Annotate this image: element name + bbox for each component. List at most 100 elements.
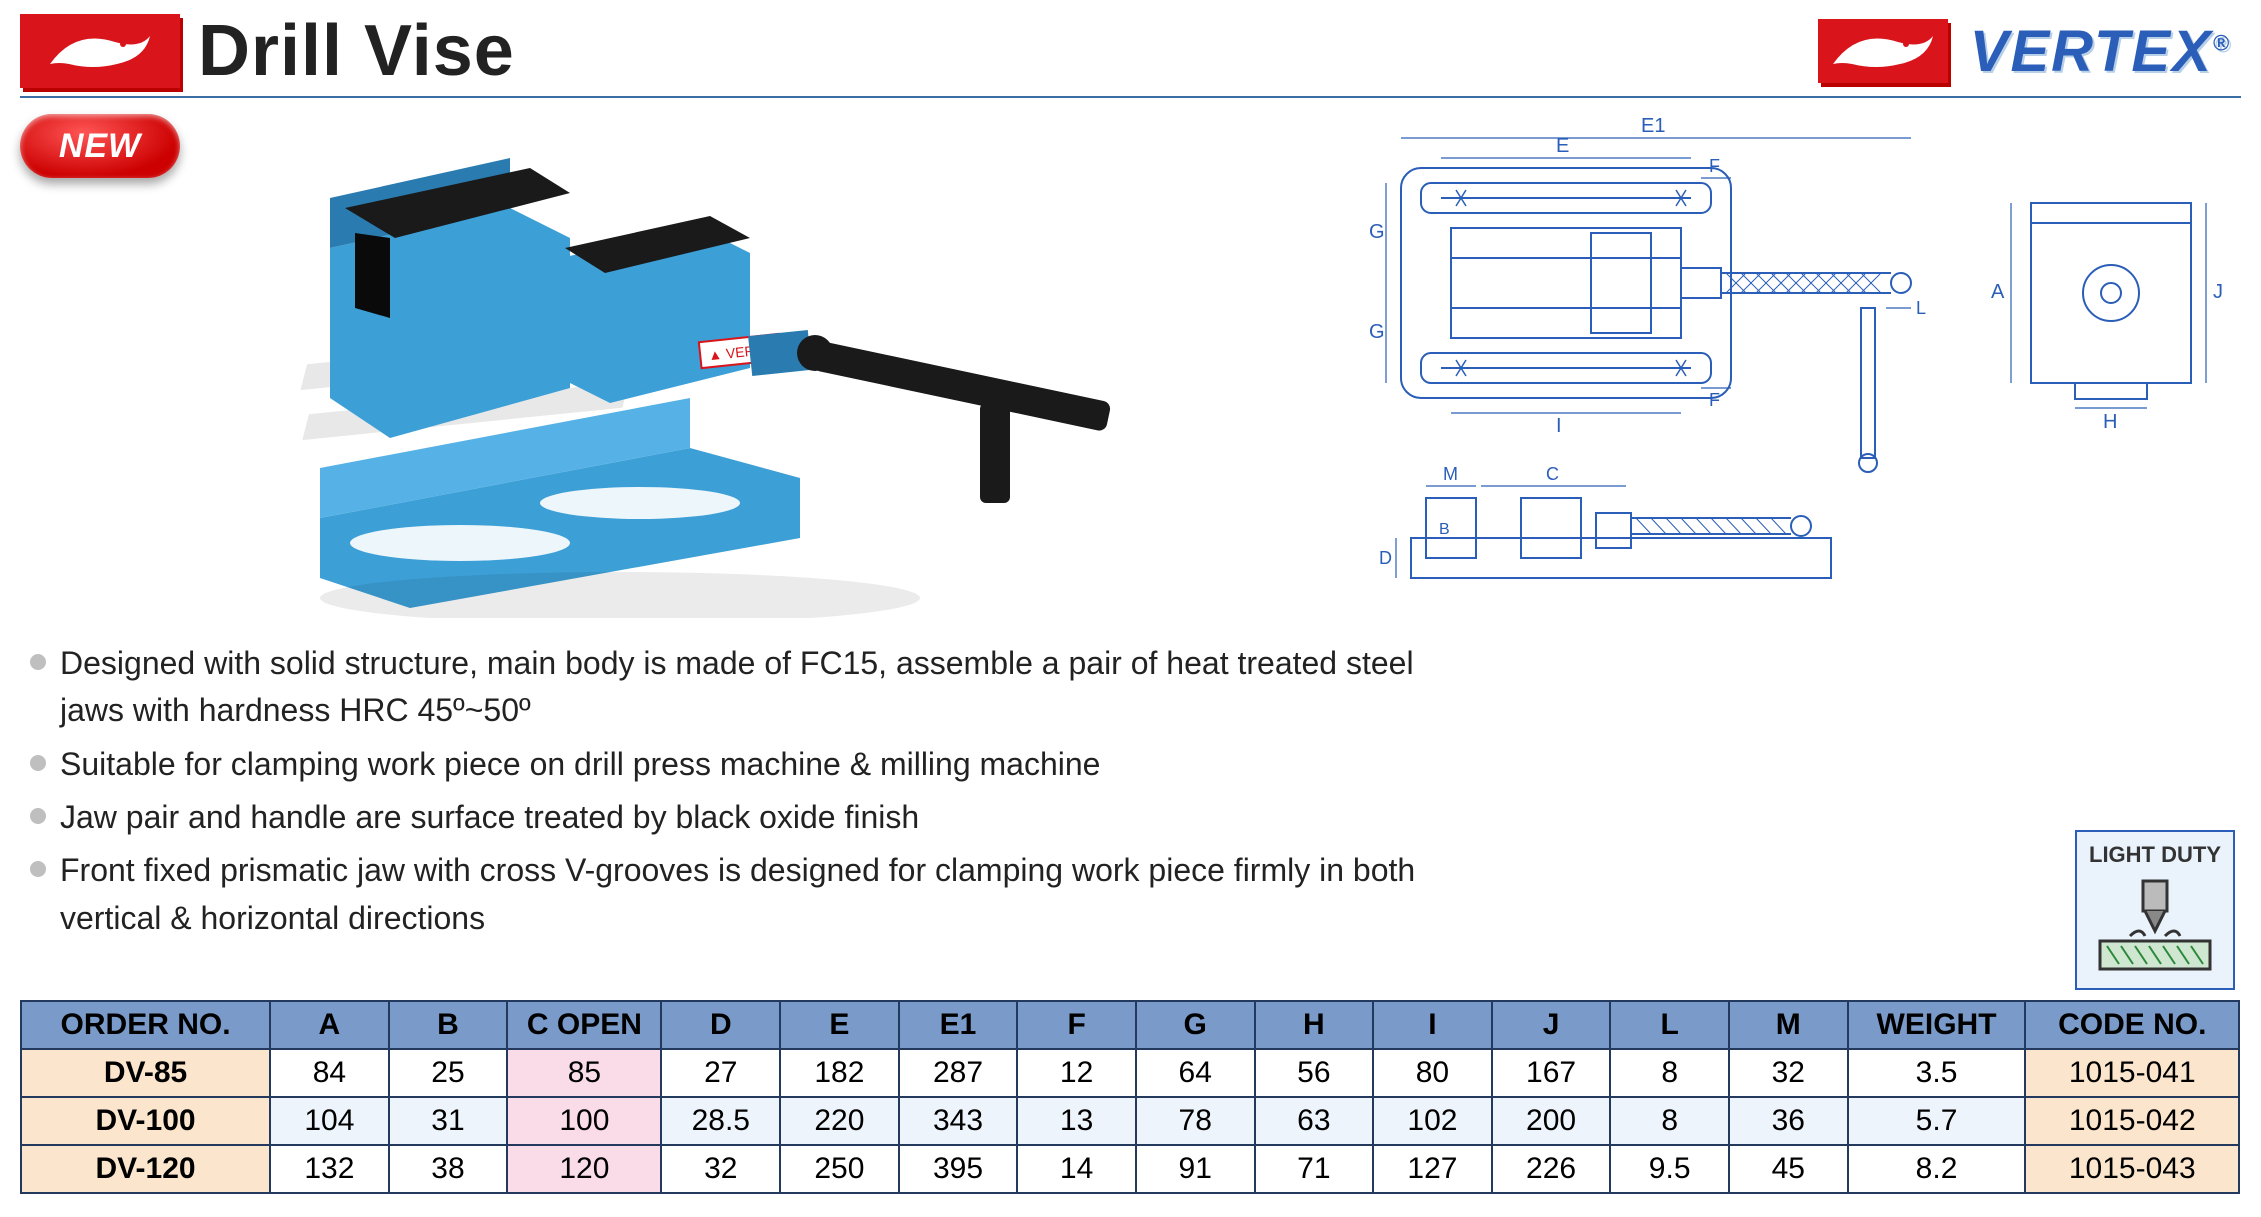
cell: 132	[270, 1145, 389, 1193]
col-m: M	[1729, 1001, 1848, 1049]
light-duty-label: LIGHT DUTY	[2089, 842, 2221, 868]
feature-list: Designed with solid structure, main body…	[30, 640, 1430, 948]
col-copen: C OPEN	[507, 1001, 661, 1049]
cell: 91	[1136, 1145, 1255, 1193]
cell: DV-85	[21, 1049, 270, 1097]
cell: 25	[389, 1049, 508, 1097]
feature-text: Suitable for clamping work piece on dril…	[60, 741, 1430, 788]
cell: 9.5	[1610, 1145, 1729, 1193]
cell: 127	[1373, 1145, 1492, 1193]
cell: 8	[1610, 1097, 1729, 1145]
cell: 8	[1610, 1049, 1729, 1097]
cell: 80	[1373, 1049, 1492, 1097]
cell: 71	[1255, 1145, 1374, 1193]
light-duty-icon	[2095, 876, 2215, 976]
svg-text:E1: E1	[1641, 115, 1665, 137]
cell: 64	[1136, 1049, 1255, 1097]
new-badge: NEW	[20, 114, 180, 178]
light-duty-badge: LIGHT DUTY	[2075, 830, 2235, 990]
svg-text:M: M	[1443, 464, 1458, 484]
col-d: D	[661, 1001, 780, 1049]
cell: 1015-042	[2025, 1097, 2239, 1145]
brand-wordmark: VERTEX®	[1970, 18, 2231, 85]
col-h: H	[1255, 1001, 1374, 1049]
svg-text:F: F	[1709, 390, 1720, 410]
cell: DV-100	[21, 1097, 270, 1145]
cell: 104	[270, 1097, 389, 1145]
feature-item: Front fixed prismatic jaw with cross V-g…	[30, 847, 1430, 942]
brand-eagle-logo-small	[1818, 19, 1948, 83]
svg-text:I: I	[1556, 415, 1562, 437]
cell: 102	[1373, 1097, 1492, 1145]
col-j: J	[1492, 1001, 1611, 1049]
cell: 28.5	[661, 1097, 780, 1145]
cell: 395	[899, 1145, 1018, 1193]
cell: 14	[1017, 1145, 1136, 1193]
svg-text:E: E	[1556, 135, 1569, 157]
feature-text: Jaw pair and handle are surface treated …	[60, 794, 1430, 841]
cell: 56	[1255, 1049, 1374, 1097]
technical-drawing: E1 E F F G G I L J A H	[1331, 108, 2231, 638]
col-weight: WEIGHT	[1848, 1001, 2026, 1049]
col-e: E	[780, 1001, 899, 1049]
bullet-icon	[30, 861, 46, 877]
cell: 12	[1017, 1049, 1136, 1097]
svg-text:H: H	[2103, 411, 2117, 433]
cell: 1015-043	[2025, 1145, 2239, 1193]
col-b: B	[389, 1001, 508, 1049]
cell: 45	[1729, 1145, 1848, 1193]
svg-text:F: F	[1709, 156, 1720, 176]
svg-text:C: C	[1546, 464, 1559, 484]
feature-item: Jaw pair and handle are surface treated …	[30, 794, 1430, 841]
cell: 32	[1729, 1049, 1848, 1097]
bullet-icon	[30, 654, 46, 670]
spec-table: ORDER NO. A B C OPEN D E E1 F G H I J L …	[20, 1000, 2240, 1194]
cell: 36	[1729, 1097, 1848, 1145]
cell: 27	[661, 1049, 780, 1097]
header-left: Drill Vise	[20, 10, 515, 92]
cell: DV-120	[21, 1145, 270, 1193]
cell: 100	[507, 1097, 661, 1145]
table-row: DV-85 84 25 85 27 182 287 12 64 56 80 16…	[21, 1049, 2239, 1097]
cell: 63	[1255, 1097, 1374, 1145]
cell: 200	[1492, 1097, 1611, 1145]
svg-text:B: B	[1439, 521, 1450, 538]
col-i: I	[1373, 1001, 1492, 1049]
cell: 85	[507, 1049, 661, 1097]
col-order: ORDER NO.	[21, 1001, 270, 1049]
cell: 31	[389, 1097, 508, 1145]
table-row: DV-120 132 38 120 32 250 395 14 91 71 12…	[21, 1145, 2239, 1193]
svg-text:G: G	[1369, 321, 1385, 343]
brand-eagle-logo	[20, 14, 180, 88]
cell: 220	[780, 1097, 899, 1145]
header: Drill Vise VERTEX®	[20, 10, 2241, 98]
cell: 250	[780, 1145, 899, 1193]
top-area: NEW	[20, 108, 2241, 628]
feature-text: Designed with solid structure, main body…	[60, 640, 1430, 735]
cell: 167	[1492, 1049, 1611, 1097]
feature-item: Suitable for clamping work piece on dril…	[30, 741, 1430, 788]
cell: 343	[899, 1097, 1018, 1145]
cell: 38	[389, 1145, 508, 1193]
feature-text: Front fixed prismatic jaw with cross V-g…	[60, 847, 1430, 942]
page-title: Drill Vise	[198, 10, 515, 92]
col-code: CODE NO.	[2025, 1001, 2239, 1049]
cell: 5.7	[1848, 1097, 2026, 1145]
col-a: A	[270, 1001, 389, 1049]
cell: 1015-041	[2025, 1049, 2239, 1097]
svg-text:A: A	[1991, 281, 2005, 303]
bullet-icon	[30, 755, 46, 771]
cell: 84	[270, 1049, 389, 1097]
col-l: L	[1610, 1001, 1729, 1049]
feature-item: Designed with solid structure, main body…	[30, 640, 1430, 735]
cell: 120	[507, 1145, 661, 1193]
cell: 78	[1136, 1097, 1255, 1145]
table-header-row: ORDER NO. A B C OPEN D E E1 F G H I J L …	[21, 1001, 2239, 1049]
col-f: F	[1017, 1001, 1136, 1049]
cell: 226	[1492, 1145, 1611, 1193]
cell: 32	[661, 1145, 780, 1193]
header-right: VERTEX®	[1818, 18, 2241, 85]
svg-text:L: L	[1916, 298, 1926, 318]
cell: 8.2	[1848, 1145, 2026, 1193]
svg-text:J: J	[2213, 281, 2223, 303]
